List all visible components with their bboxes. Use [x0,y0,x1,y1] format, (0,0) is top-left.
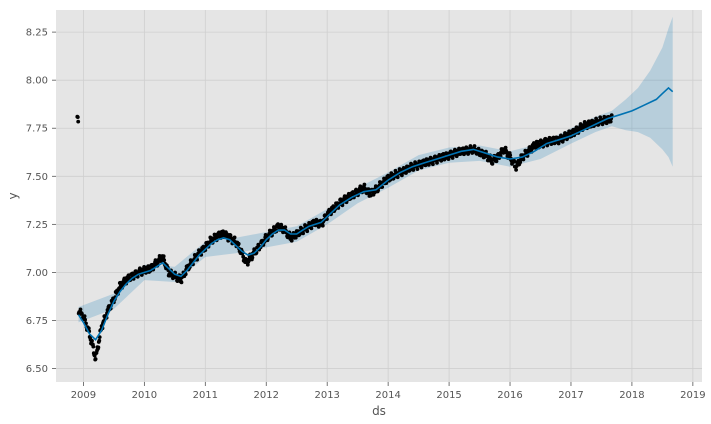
observed-point [179,280,184,285]
observed-point [236,241,241,246]
y-axis-ticks: 6.50 6.75 7.00 7.25 7.50 7.75 8.00 8.25 [26,28,56,375]
x-tick-label: 2019 [680,390,705,401]
observed-point [90,338,94,343]
observed-point [91,344,96,349]
observed-point [93,357,98,361]
observed-point [551,135,556,140]
observed-point [600,122,605,127]
y-tick-label: 7.25 [26,220,48,231]
observed-point [567,129,571,134]
observed-point [78,307,83,312]
x-tick-label: 2017 [558,390,583,401]
observed-point [514,168,518,172]
y-tick-label: 6.50 [26,364,48,375]
observed-point [503,145,508,150]
observed-point [82,314,87,318]
observed-point [161,254,166,258]
y-tick-label: 8.00 [26,76,48,87]
y-tick-label: 7.00 [26,268,48,279]
x-tick-label: 2011 [193,390,218,401]
x-tick-label: 2009 [71,390,96,401]
observed-point [411,168,416,172]
x-tick-label: 2016 [497,390,522,401]
observed-point [305,229,310,234]
observed-point [415,167,420,172]
observed-point [245,262,250,267]
observed-point [609,113,614,118]
observed-point [431,162,435,167]
observed-point [508,153,513,158]
observed-point [400,173,404,178]
grid-lines [56,10,702,382]
x-axis-ticks: 2009 2010 2011 2012 2013 2014 2015 2016 2017 2018… [71,382,706,401]
observed-point [446,157,451,162]
x-tick-label: 2012 [254,390,279,401]
x-tick-label: 2010 [132,390,157,401]
observed-point [435,161,439,165]
observed-point [320,223,325,228]
y-tick-label: 8.25 [26,28,48,39]
observed-point [162,258,167,263]
observed-point [490,162,495,166]
observed-point [395,175,400,180]
observed-point [146,264,151,268]
observed-point [293,235,298,240]
observed-point [521,157,526,162]
observed-point [604,121,609,126]
observed-point [342,194,347,199]
y-tick-label: 7.75 [26,124,48,135]
observed-point [96,345,101,350]
observed-point [404,171,408,175]
observed-point [301,231,305,236]
uncertainty-band [78,16,673,323]
observed-point [472,144,477,148]
x-tick-label: 2015 [436,390,461,401]
observed-point [468,144,473,148]
forecast-line [77,86,674,341]
interval-area [78,16,673,323]
x-axis-title: ds [372,404,386,418]
observed-point [75,115,80,119]
observed-point [232,235,237,240]
plot-background [56,10,702,382]
observed-point [283,225,288,230]
y-tick-label: 7.50 [26,172,48,183]
observed-point [97,338,102,343]
observed-point [250,255,255,260]
observed-point [582,120,587,124]
observed-point [419,165,424,170]
y-tick-label: 6.75 [26,316,48,327]
forecast-series-line [77,86,674,341]
y-axis-title: y [6,192,20,199]
observed-point [494,159,499,164]
observed-point [83,317,87,322]
observed-point [76,119,81,124]
observed-point [362,182,367,187]
observed-point [228,233,233,238]
x-tick-label: 2013 [314,390,339,401]
x-tick-label: 2018 [619,390,644,401]
x-tick-label: 2014 [375,390,400,401]
observed-point [309,226,314,231]
observed-point [437,153,442,157]
observed-point [608,119,613,124]
observed-point [289,238,294,243]
